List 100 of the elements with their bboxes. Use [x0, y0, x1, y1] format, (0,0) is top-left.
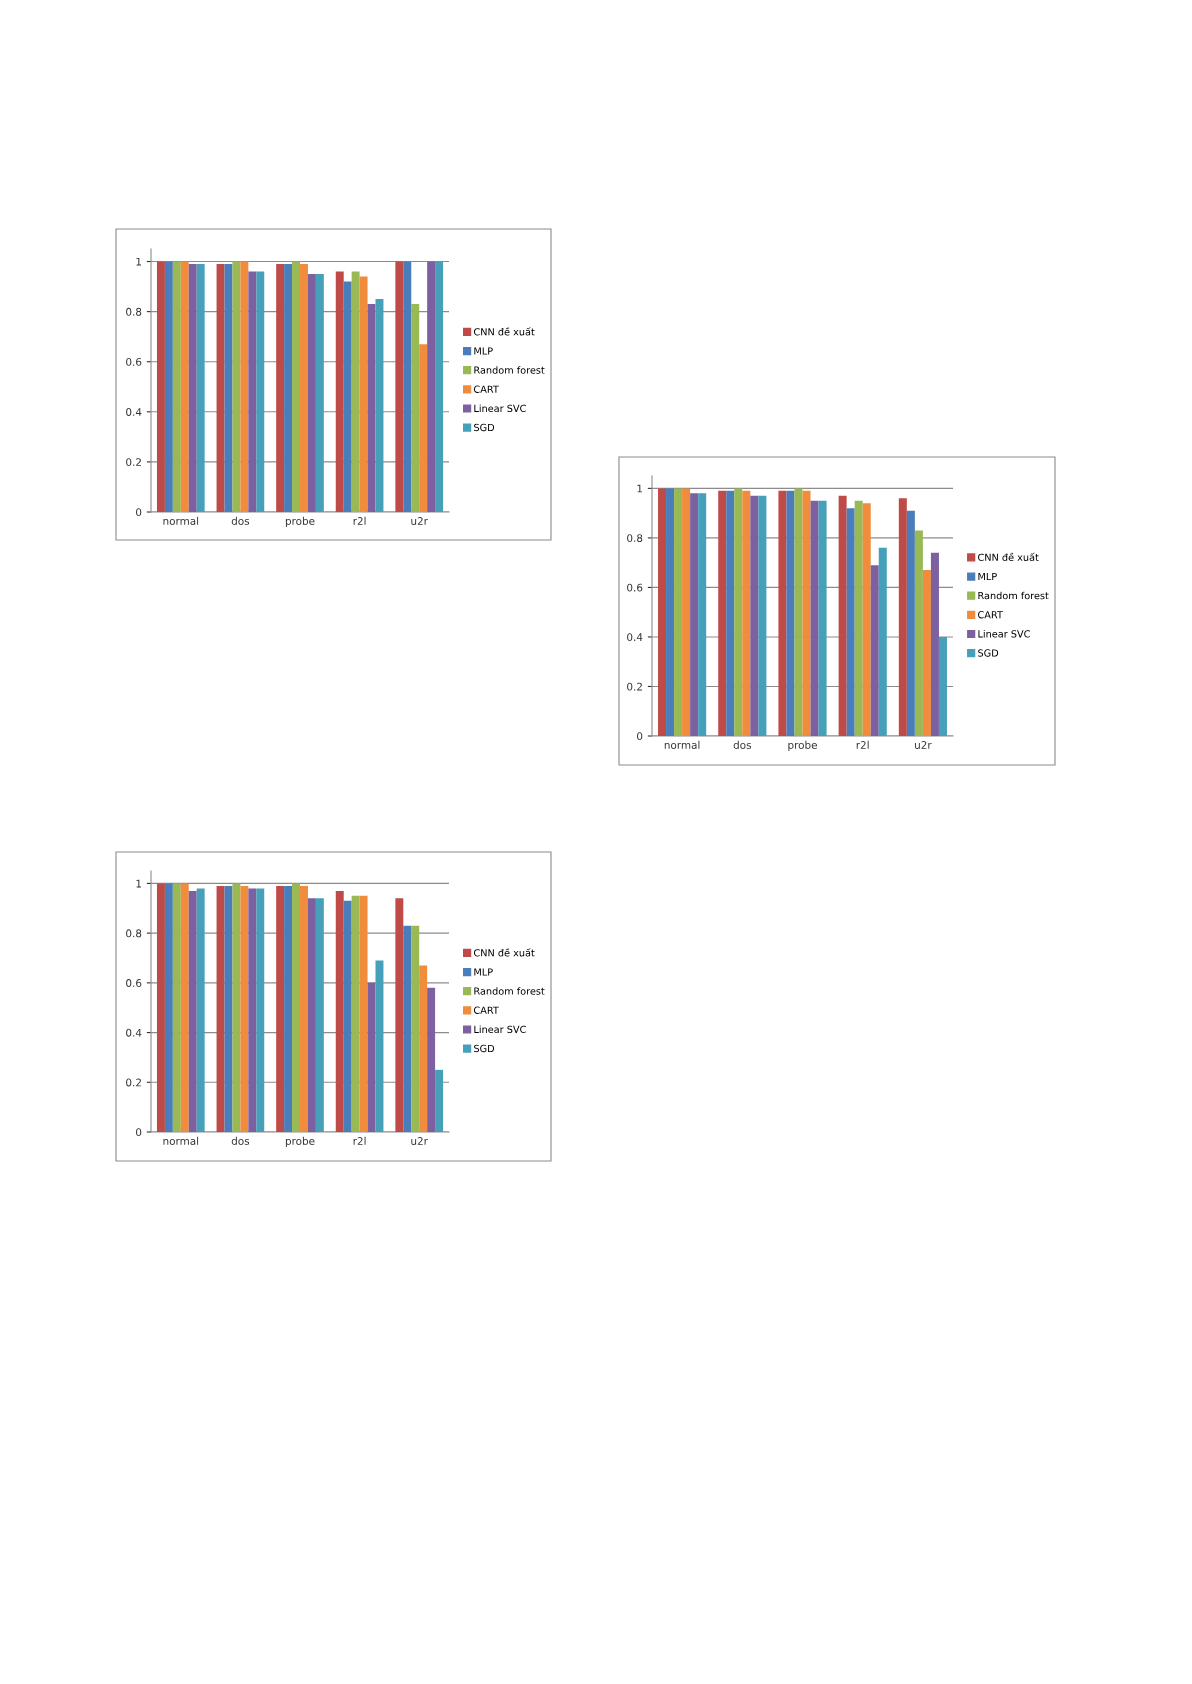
bar [164, 883, 173, 1132]
y-tick-label: 0.8 [126, 929, 142, 938]
bar [794, 488, 803, 736]
bar [196, 264, 205, 512]
y-tick-label: 0 [637, 732, 643, 741]
bar [742, 490, 751, 736]
bar [232, 261, 241, 512]
bar [435, 261, 444, 512]
bar [862, 503, 871, 736]
y-tick-label: 0.2 [126, 458, 141, 467]
bar [938, 636, 947, 736]
y-tick-label: 0.8 [126, 307, 142, 316]
bar [307, 274, 316, 512]
x-tick-label: probe [285, 1136, 315, 1147]
bar [359, 276, 368, 512]
x-tick-label: normal [664, 740, 700, 749]
legend-label: Random forest [474, 987, 545, 995]
bar [256, 271, 265, 512]
bar [846, 508, 855, 736]
y-tick-label: 0.4 [627, 633, 643, 642]
bar [419, 344, 428, 512]
bar [838, 495, 847, 736]
bar [196, 888, 205, 1132]
bar [188, 890, 197, 1132]
x-tick-label: r2l [856, 740, 869, 749]
legend-label: CART [473, 1006, 499, 1014]
x-tick-label: r2l [353, 516, 366, 525]
bar [395, 261, 404, 512]
bar [172, 883, 181, 1132]
legend-label: CNN đề xuất [473, 948, 535, 957]
bar [292, 883, 300, 1132]
bar [674, 488, 683, 736]
bar [427, 987, 436, 1132]
x-tick-label: probe [788, 740, 817, 751]
y-tick-label: 1 [136, 879, 142, 888]
bar [156, 883, 165, 1132]
bar [284, 885, 293, 1132]
bar [427, 261, 436, 512]
bar [666, 488, 675, 736]
bar [351, 895, 360, 1132]
legend-label: SGD [474, 1044, 495, 1053]
bar [276, 264, 285, 512]
x-tick-label: normal [163, 1136, 199, 1145]
bar [284, 264, 293, 512]
y-tick-label: 0 [136, 1128, 142, 1137]
bar [854, 500, 863, 736]
bar [240, 885, 249, 1132]
y-tick-label: 0 [136, 508, 142, 517]
bar [802, 490, 811, 736]
legend-label: CNN đề xuất [473, 327, 535, 336]
bar [276, 885, 285, 1132]
legend-label: Random forest [978, 591, 1049, 600]
y-tick-label: 0.6 [126, 979, 142, 987]
legend-label: CART [978, 611, 1003, 619]
y-tick-label: 0.4 [126, 1028, 142, 1037]
bar [343, 900, 352, 1132]
legend-label: SGD [474, 423, 495, 432]
y-tick-label: 0.6 [627, 583, 643, 592]
bar [307, 898, 316, 1132]
bar [750, 495, 759, 736]
y-tick-label: 1 [136, 257, 142, 266]
bar [658, 488, 667, 736]
y-tick-label: 1 [637, 484, 643, 493]
legend-label: Random forest [474, 366, 545, 374]
legend-label: CNN đề xuất [978, 552, 1039, 561]
bar [315, 274, 324, 512]
x-tick-label: r2l [353, 1136, 366, 1145]
bar [758, 495, 767, 736]
bar [810, 500, 819, 736]
x-tick-label: u2r [411, 517, 428, 525]
y-tick-label: 0.6 [126, 357, 142, 366]
bar [818, 500, 827, 736]
x-tick-label: dos [231, 1136, 250, 1145]
bar [335, 271, 344, 512]
bar [256, 888, 265, 1132]
bar [216, 264, 225, 512]
bar [898, 498, 907, 736]
legend-label: MLP [474, 347, 493, 355]
bar [395, 898, 404, 1132]
x-tick-label: u2r [411, 1137, 428, 1145]
legend-label: MLP [978, 572, 997, 580]
bar [300, 885, 308, 1132]
bar [292, 261, 300, 512]
y-tick-label: 0.4 [126, 408, 142, 416]
legend-label: CART [473, 385, 499, 393]
x-tick-label: probe [285, 516, 315, 527]
bar [682, 488, 691, 736]
bar [300, 264, 308, 512]
legend-label: Linear SVC [474, 1025, 526, 1034]
x-tick-label: dos [733, 740, 751, 749]
bar [922, 570, 931, 736]
bar [180, 883, 189, 1132]
bar [411, 925, 420, 1132]
bar [403, 925, 412, 1132]
bar [335, 890, 344, 1132]
bar [172, 261, 181, 512]
bar [164, 261, 173, 512]
y-tick-label: 0.2 [126, 1078, 141, 1087]
legend-label: Linear SVC [978, 629, 1030, 638]
bar [248, 888, 257, 1132]
